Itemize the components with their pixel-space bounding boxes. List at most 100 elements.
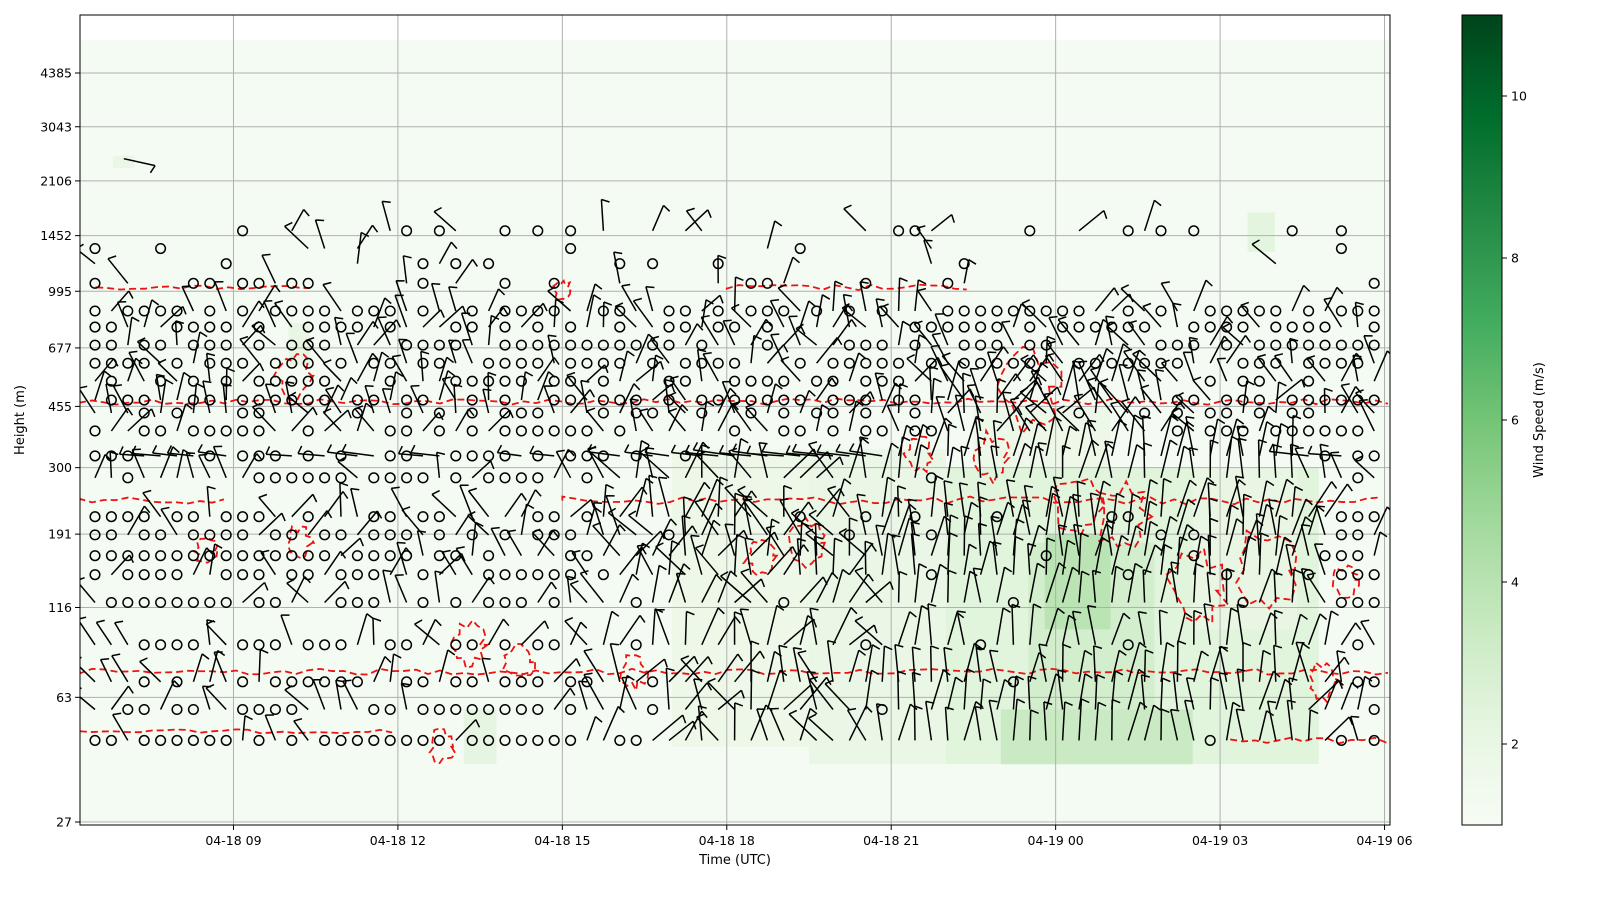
wind-barb — [930, 214, 956, 232]
wind-barb — [783, 484, 793, 517]
colorbar-tick-label: 2 — [1511, 737, 1519, 752]
calm-circle — [89, 529, 101, 541]
wind-barb — [1323, 387, 1333, 414]
wind-barb — [717, 689, 745, 711]
calm-circle — [1303, 425, 1315, 437]
calm-circle — [958, 258, 970, 270]
wind-barb — [750, 640, 760, 682]
wind-barb — [1044, 352, 1064, 382]
calm-circle — [663, 375, 675, 387]
wind-barb — [110, 685, 134, 710]
calm-circle — [1368, 734, 1380, 746]
wind-barb — [1111, 649, 1127, 682]
wind-barb — [322, 281, 342, 312]
calm-circle — [565, 321, 577, 333]
calm-circle — [401, 472, 413, 484]
calm-circle — [368, 734, 380, 746]
calm-circle — [302, 472, 314, 484]
calm-circle — [1335, 225, 1347, 237]
wind-barb — [645, 285, 655, 312]
wind-barb — [537, 357, 560, 382]
calm-circle — [679, 305, 691, 317]
wind-barb — [455, 258, 479, 284]
calm-circle — [696, 339, 708, 351]
wind-barb — [151, 445, 178, 457]
wind-barb — [293, 717, 309, 741]
wind-barb — [467, 511, 490, 536]
calm-circle — [269, 472, 281, 484]
wind-barb — [758, 441, 769, 478]
wind-barb — [929, 645, 940, 682]
calm-circle — [1253, 407, 1265, 419]
calm-circle — [220, 596, 232, 609]
wind-barb — [979, 678, 992, 710]
calm-circle — [335, 472, 347, 484]
calm-circle — [1352, 550, 1364, 562]
wind-barb — [788, 315, 801, 346]
wind-barb — [1061, 566, 1080, 603]
calm-circle — [1204, 407, 1216, 419]
calm-circle — [597, 394, 609, 406]
wind-barb — [854, 567, 883, 603]
y-tick-label: 995 — [48, 284, 72, 299]
wind-barb — [766, 220, 783, 249]
calm-circle — [368, 305, 380, 317]
wind-barb — [482, 388, 492, 414]
wind-barb — [1373, 350, 1390, 382]
calm-circle — [614, 394, 626, 406]
wind-barb — [1323, 296, 1343, 328]
wind-barb — [1143, 199, 1162, 232]
calm-circle — [417, 394, 429, 406]
wind-barb — [731, 401, 752, 432]
wind-barb — [537, 530, 559, 556]
calm-circle — [761, 321, 773, 333]
calm-circle — [515, 375, 527, 387]
wind-barb — [326, 444, 358, 457]
wind-barb — [1078, 210, 1108, 232]
wind-barb — [258, 284, 281, 312]
wind-barb — [865, 581, 894, 604]
calm-circle — [1139, 321, 1151, 333]
wind-barb — [1275, 678, 1293, 710]
calm-circle — [335, 569, 347, 581]
calm-circle — [597, 339, 609, 351]
wind-barb — [1037, 442, 1047, 478]
wind-barb — [668, 407, 686, 432]
calm-circle — [253, 277, 265, 289]
wind-barb — [136, 337, 162, 364]
calm-circle — [89, 305, 101, 317]
calm-circle — [958, 321, 970, 333]
wind-barb — [717, 476, 729, 517]
calm-circle — [827, 394, 839, 406]
calm-circle — [548, 596, 560, 609]
calm-circle — [253, 596, 265, 609]
calm-circle — [286, 357, 298, 369]
wind-barb — [117, 301, 129, 328]
wind-barb — [1094, 537, 1110, 575]
calm-circle — [286, 277, 298, 289]
calm-circle — [778, 596, 790, 609]
wind-barb — [702, 352, 719, 382]
calm-circle — [565, 242, 577, 255]
wind-barb — [684, 323, 704, 346]
wind-barb — [1291, 642, 1311, 682]
calm-circle — [860, 425, 872, 437]
wind-barb — [897, 277, 908, 312]
calm-circle — [893, 357, 905, 369]
calm-circle — [1253, 394, 1265, 406]
calm-circle — [532, 511, 544, 523]
wind-barb — [372, 617, 382, 645]
calm-circle — [1303, 305, 1315, 317]
calm-circle — [761, 277, 773, 289]
calm-circle — [351, 596, 363, 609]
wind-barb — [1185, 415, 1195, 457]
wind-barb — [996, 566, 1013, 603]
wind-barb — [1120, 284, 1146, 312]
calm-circle — [368, 357, 380, 369]
calm-circle — [384, 321, 396, 333]
wind-barb — [930, 474, 944, 517]
wind-barb — [1171, 407, 1195, 432]
wind-barb — [1275, 536, 1293, 575]
wind-barb — [636, 544, 654, 576]
wind-barb — [927, 603, 937, 645]
